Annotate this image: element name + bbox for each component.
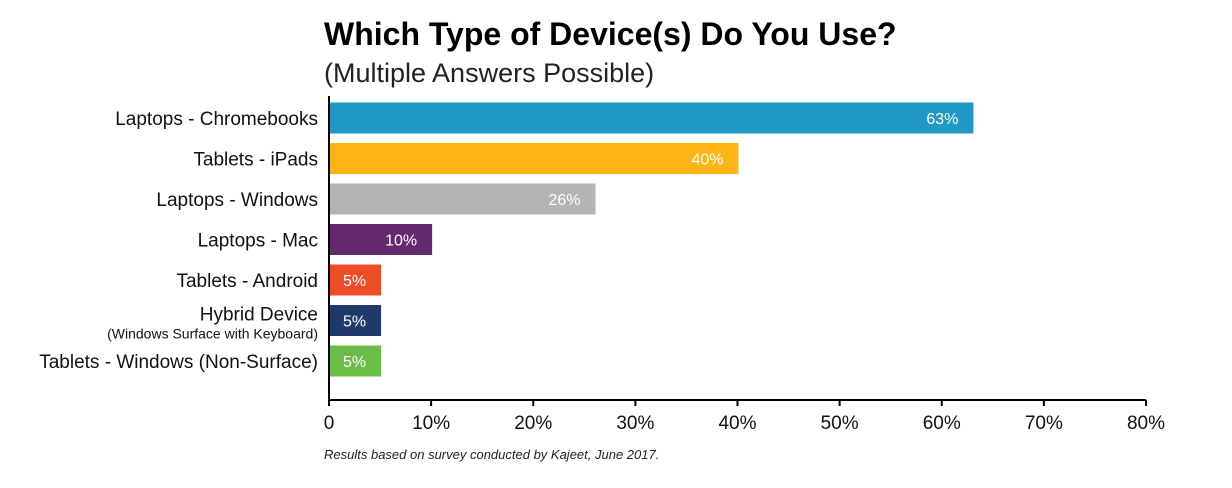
x-tick-label-3: 30% <box>616 413 654 434</box>
bar-3 <box>330 224 433 255</box>
bar-value-label-2: 26% <box>548 192 580 209</box>
bar-value-label-5: 5% <box>343 314 366 331</box>
x-tick-label-2: 20% <box>514 413 552 434</box>
bar-value-label-4: 5% <box>343 273 366 290</box>
x-tick-label-8: 80% <box>1127 413 1165 434</box>
category-label-1: Tablets - iPads <box>193 150 318 171</box>
chart-title: Which Type of Device(s) Do You Use? <box>324 16 897 52</box>
chart-subtitle: (Multiple Answers Possible) <box>324 58 654 88</box>
chart-footnote: Results based on survey conducted by Kaj… <box>324 447 659 462</box>
bar-value-label-3: 10% <box>385 233 417 250</box>
category-sublabel-5: (Windows Surface with Keyboard) <box>107 326 318 342</box>
category-label-5: Hybrid Device <box>200 305 318 326</box>
x-axis: 0 10% 20% 30% 40% 50% 60% 70% 80% <box>324 96 1165 434</box>
bar-5 <box>330 305 382 336</box>
x-tick-label-5: 50% <box>821 413 859 434</box>
category-label-3: Laptops - Mac <box>198 231 318 252</box>
x-tick-label-1: 10% <box>412 413 450 434</box>
bar-1 <box>330 143 739 174</box>
category-label-2: Laptops - Windows <box>156 190 318 211</box>
bar-value-label-0: 63% <box>926 111 958 128</box>
bar-4 <box>330 264 382 296</box>
category-label-4: Tablets - Android <box>176 271 318 292</box>
x-tick-label-6: 60% <box>923 413 961 434</box>
x-tick-label-4: 40% <box>718 413 756 434</box>
bar-value-label-1: 40% <box>691 152 723 169</box>
bar-value-label-6: 5% <box>343 354 366 371</box>
x-tick-label-7: 70% <box>1025 413 1063 434</box>
bars-group: 63% Laptops - Chromebooks 40% Tablets - iPa… <box>39 102 974 377</box>
category-label-0: Laptops - Chromebooks <box>115 109 318 130</box>
bar-6 <box>330 345 382 377</box>
bar-2 <box>330 183 596 215</box>
x-tick-label-0: 0 <box>324 413 335 434</box>
bar-0 <box>330 102 974 134</box>
category-label-6: Tablets - Windows (Non-Surface) <box>39 352 318 373</box>
